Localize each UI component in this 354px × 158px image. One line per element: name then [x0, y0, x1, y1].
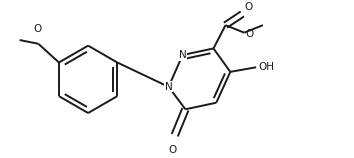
Text: N: N [165, 82, 172, 92]
Text: N: N [179, 50, 187, 60]
Text: O: O [169, 145, 177, 155]
Text: O: O [244, 2, 252, 12]
Text: OH: OH [258, 62, 274, 72]
Text: O: O [245, 29, 253, 39]
Text: O: O [33, 24, 41, 34]
